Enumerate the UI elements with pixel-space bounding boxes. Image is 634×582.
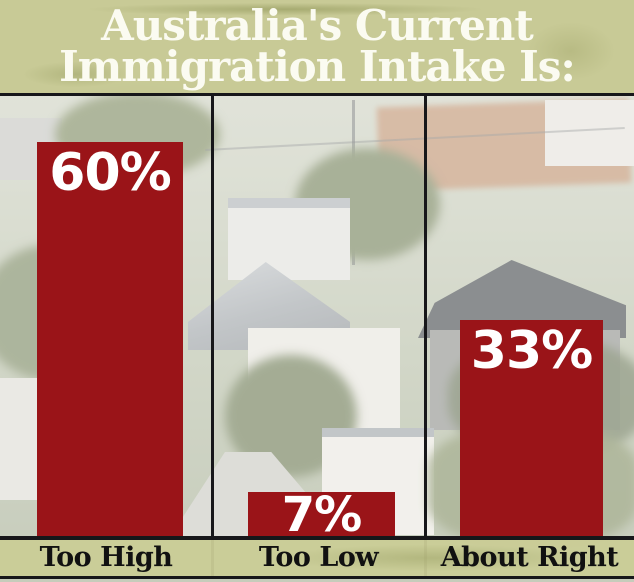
photo-shape-house bbox=[545, 100, 634, 166]
chart-baseline bbox=[0, 536, 634, 540]
page-title: Australia's Current Immigration Intake I… bbox=[0, 0, 634, 91]
category-label-strip: Too High Too Low About Right bbox=[0, 540, 634, 576]
bar-value-label: 60% bbox=[49, 143, 171, 203]
title-line-1: Australia's Current bbox=[101, 1, 534, 50]
category-label-about-right: About Right bbox=[440, 542, 619, 573]
column-divider bbox=[211, 96, 214, 576]
bar-value-label: 7% bbox=[281, 487, 362, 543]
category-label-too-low: Too Low bbox=[258, 542, 379, 573]
column-divider bbox=[424, 96, 427, 576]
bar-about-right: 33% bbox=[460, 320, 603, 538]
bar-value-label: 33% bbox=[470, 321, 593, 381]
chart-top-border bbox=[0, 93, 634, 96]
bar-too-high: 60% bbox=[37, 142, 183, 538]
title-line-2: Immigration Intake Is: bbox=[59, 42, 576, 91]
title-band: Australia's Current Immigration Intake I… bbox=[0, 0, 634, 93]
photo-shape-house bbox=[228, 198, 350, 280]
category-label-too-high: Too High bbox=[39, 542, 173, 573]
bar-too-low: 7% bbox=[248, 487, 395, 543]
chart-bottom-border bbox=[0, 576, 634, 579]
